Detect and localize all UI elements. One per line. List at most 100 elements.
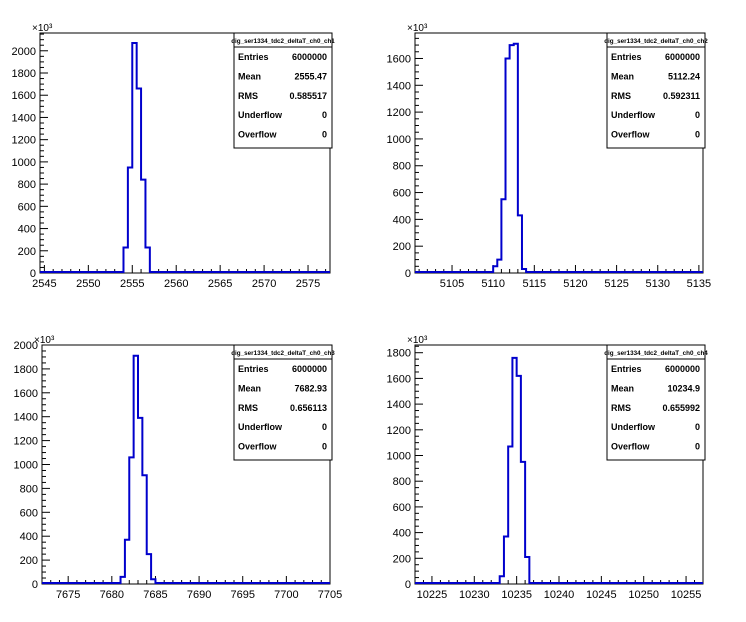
y-tick-label: 0: [32, 579, 38, 591]
y-tick-label: 1000: [387, 451, 411, 463]
stats-label: Entries: [611, 52, 642, 62]
stats-value: 6000000: [292, 52, 327, 62]
y-tick-label: 1000: [14, 460, 38, 472]
stats-box: [606, 32, 706, 149]
x-tick-label: 7680: [100, 589, 124, 601]
stats-value: 5112.24: [668, 71, 700, 81]
histogram-bin: [142, 475, 146, 584]
histogram-bin: [151, 579, 155, 584]
histogram-bin: [493, 266, 497, 273]
y-tick-label: 600: [393, 188, 411, 200]
stats-label: Entries: [238, 52, 269, 62]
histogram-bin: [138, 418, 142, 584]
y-tick-label: 400: [393, 528, 411, 540]
stats-value: 0.656113: [290, 403, 327, 413]
y-tick-label: 600: [18, 201, 36, 213]
stats-value: 0.585517: [289, 91, 327, 101]
y-exponent-label: ×10³: [34, 335, 55, 346]
stats-value: 0: [695, 422, 700, 432]
stats-label: Mean: [238, 71, 261, 81]
y-tick-label: 800: [393, 161, 411, 173]
x-tick-label: 2575: [296, 278, 320, 290]
stats-label: Overflow: [238, 442, 278, 452]
stats-box: [233, 32, 333, 149]
x-tick-label: 10225: [417, 589, 448, 601]
histogram-bin: [506, 58, 510, 273]
histogram-bin: [510, 45, 514, 273]
y-tick-label: 1600: [12, 90, 36, 102]
histogram-bin: [518, 215, 522, 273]
y-tick-label: 2000: [14, 340, 38, 352]
histogram-bin: [514, 44, 518, 273]
stats-label: Mean: [611, 383, 634, 393]
histogram-bin: [141, 180, 145, 273]
y-tick-label: 400: [18, 224, 36, 236]
stats-value: 0: [322, 130, 327, 140]
y-tick-label: 1200: [387, 107, 411, 119]
histogram-bin: [128, 167, 132, 273]
histogram-bin: [145, 247, 149, 273]
histogram-pad-2: 0 200 400 600 800 1000 1200 1400 1600 5105 5110 511…: [387, 23, 712, 290]
stats-label: RMS: [238, 91, 258, 101]
x-tick-label: 7695: [230, 589, 254, 601]
y-tick-label: 0: [30, 268, 36, 280]
y-tick-label: 1600: [14, 388, 38, 400]
histogram-line: [415, 42, 703, 273]
histogram-pad-1: 0 200 400 600 800 1000 1200 1400 1600 1800 2000 254…: [12, 23, 336, 290]
x-tick-label: 5135: [687, 278, 711, 290]
y-tick-label: 2000: [12, 46, 36, 58]
stats-box: [233, 344, 333, 461]
histogram-bin: [125, 540, 129, 584]
stats-value: 0: [322, 110, 327, 120]
stats-label: Underflow: [611, 110, 656, 120]
histogram-line: [40, 42, 330, 273]
stats-value: 0: [695, 442, 700, 452]
histogram-bin: [525, 557, 529, 584]
histogram-bin: [147, 554, 151, 584]
x-tick-label: 7700: [274, 589, 298, 601]
histogram-bin: [512, 358, 516, 584]
histogram-bin: [522, 269, 526, 273]
x-tick-label: 10240: [544, 589, 575, 601]
y-tick-label: 600: [20, 507, 38, 519]
stats-label: Underflow: [611, 422, 656, 432]
x-tick-label: 5120: [563, 278, 587, 290]
y-exponent-label: ×10³: [32, 23, 53, 34]
histogram-bin: [129, 457, 133, 584]
y-tick-label: 800: [393, 476, 411, 488]
stats-title: dig_ser1334_tdc2_deltaT_ch0_ch2: [604, 38, 708, 45]
stats-label: Overflow: [611, 442, 651, 452]
y-tick-label: 800: [18, 179, 36, 191]
y-tick-label: 0: [405, 579, 411, 591]
y-tick-label: 1800: [387, 348, 411, 360]
histogram-bin: [134, 356, 138, 584]
histogram-line: [42, 354, 330, 584]
stats-label: Entries: [611, 364, 642, 374]
x-tick-label: 5115: [522, 278, 546, 290]
y-tick-label: 1400: [387, 80, 411, 92]
y-tick-label: 1000: [12, 157, 36, 169]
x-tick-label: 7705: [318, 589, 342, 601]
stats-label: RMS: [611, 403, 631, 413]
y-tick-label: 200: [18, 246, 36, 258]
stats-label: Underflow: [238, 422, 283, 432]
stats-label: RMS: [611, 91, 631, 101]
y-tick-label: 1600: [387, 53, 411, 65]
stats-value: 0: [695, 110, 700, 120]
x-tick-label: 10255: [671, 589, 702, 601]
stats-title: dig_ser1334_tdc2_deltaT_ch0_ch1: [231, 38, 335, 45]
histogram-bin: [497, 260, 501, 273]
histogram-pad-4: 0 200 400 600 800 1000 1200 1400 1600 1800 10225 10…: [387, 335, 709, 601]
x-tick-label: 2555: [120, 278, 144, 290]
x-tick-label: 10230: [459, 589, 490, 601]
stats-value: 0: [322, 442, 327, 452]
stats-label: RMS: [238, 403, 258, 413]
stats-value: 0.592311: [663, 91, 700, 101]
x-tick-label: 7675: [56, 589, 80, 601]
y-tick-label: 1400: [387, 399, 411, 411]
x-tick-label: 2560: [164, 278, 188, 290]
y-exponent-label: ×10³: [407, 335, 428, 346]
x-tick-label: 5125: [604, 278, 628, 290]
histogram-bin: [137, 89, 141, 273]
y-tick-label: 600: [393, 502, 411, 514]
